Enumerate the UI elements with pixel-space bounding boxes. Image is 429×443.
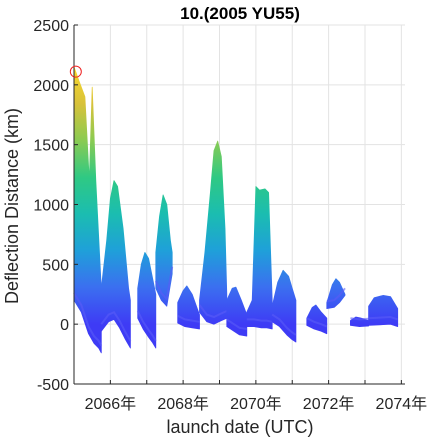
x-tick-label: 2068年 xyxy=(157,395,209,413)
launch-window-band xyxy=(226,318,247,330)
y-tick-label: 1500 xyxy=(33,138,69,155)
x-tick-label: 2074年 xyxy=(376,395,428,413)
y-tick-label: 0 xyxy=(60,317,69,334)
max-deflection-marker xyxy=(69,65,82,78)
launch-window-band xyxy=(326,287,346,303)
launch-window-band xyxy=(73,292,103,347)
launch-window-area xyxy=(199,140,228,325)
launch-window-band xyxy=(246,318,273,323)
launch-window-band xyxy=(306,317,328,328)
launch-window-area xyxy=(271,269,297,343)
launch-window-band xyxy=(100,310,132,342)
y-tick-label: -500 xyxy=(37,377,69,394)
y-tick-labels: 2500 2000 1500 1000 500 0 -500 xyxy=(33,18,69,394)
x-tick-label: 2072年 xyxy=(303,395,355,413)
launch-window-band xyxy=(350,317,369,321)
launch-window-band xyxy=(177,314,200,323)
y-tick-label: 2500 xyxy=(33,18,69,35)
x-tick-label: 2066年 xyxy=(85,395,137,413)
launch-window-area xyxy=(100,180,131,349)
launch-window-band xyxy=(271,313,297,336)
launch-window-band xyxy=(136,310,157,342)
launch-window-band xyxy=(198,304,228,319)
x-tick-labels: 2066年 2068年 2070年 2072年 2074年 xyxy=(85,395,428,413)
x-tick-label: 2070年 xyxy=(230,395,282,413)
launch-window-band xyxy=(154,266,174,302)
deflection-areas xyxy=(73,66,399,354)
x-axis-title: launch date (UTC) xyxy=(166,417,313,437)
y-tick-label: 1000 xyxy=(33,198,69,215)
y-axis-title: Deflection Distance (km) xyxy=(2,108,22,304)
launch-window-band xyxy=(368,315,399,321)
y-tick-label: 2000 xyxy=(33,78,69,95)
launch-window-area xyxy=(137,252,157,349)
axes xyxy=(73,24,405,385)
y-tick-label: 500 xyxy=(42,257,69,274)
chart-title: 10.(2005 YU55) xyxy=(180,4,300,23)
launch-window-area xyxy=(246,186,273,330)
launch-window-area xyxy=(155,194,173,307)
